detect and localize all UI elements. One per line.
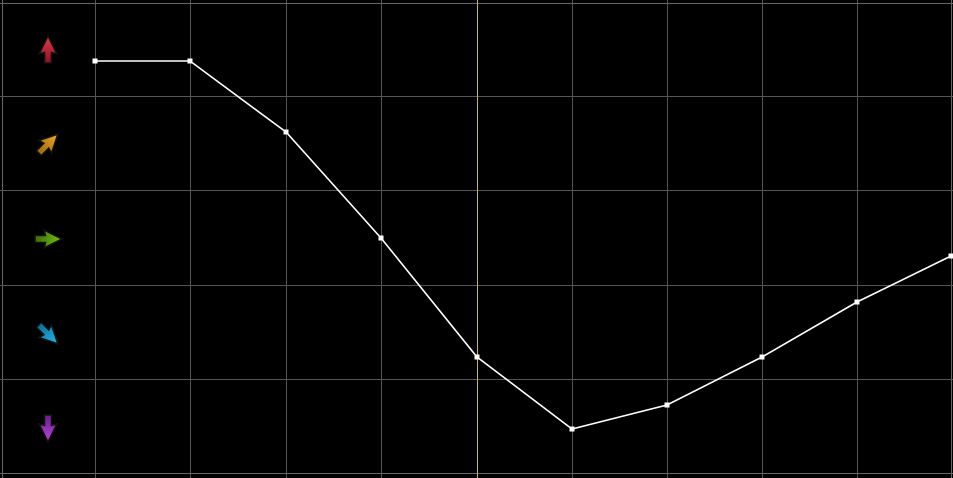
arrow-up-icon bbox=[36, 34, 59, 64]
icon-cell-3[interactable] bbox=[0, 287, 95, 382]
arrow-up-icon-glyph bbox=[36, 34, 59, 64]
icon-cell-1[interactable] bbox=[0, 97, 95, 192]
arrow-down-right-icon-glyph bbox=[34, 321, 59, 346]
series-polyline bbox=[95, 60, 952, 430]
arrow-down-right-icon bbox=[34, 321, 59, 346]
data-point-marker[interactable] bbox=[948, 253, 953, 259]
data-point-marker[interactable] bbox=[664, 402, 670, 408]
data-point-marker[interactable] bbox=[854, 299, 860, 305]
arrow-up-right-icon-glyph bbox=[34, 132, 59, 157]
arrow-down-icon bbox=[36, 414, 59, 444]
data-point-marker[interactable] bbox=[187, 58, 193, 64]
grid-horizontal-lines bbox=[0, 3, 953, 474]
data-point-marker[interactable] bbox=[92, 58, 98, 64]
arrow-down-icon-glyph bbox=[36, 414, 59, 444]
icon-cell-4[interactable] bbox=[0, 381, 95, 476]
arrow-up-right-icon bbox=[34, 132, 59, 157]
icon-cell-2[interactable] bbox=[0, 192, 95, 287]
direction-icon-column bbox=[0, 0, 95, 478]
data-point-marker[interactable] bbox=[378, 235, 384, 241]
data-point-marker[interactable] bbox=[759, 354, 765, 360]
data-point-marker[interactable] bbox=[474, 354, 480, 360]
arrow-right-icon-glyph bbox=[33, 228, 64, 250]
data-point-marker[interactable] bbox=[283, 129, 289, 135]
data-point-marker[interactable] bbox=[569, 426, 575, 432]
marker-group bbox=[92, 58, 953, 432]
arrow-right-icon bbox=[33, 228, 64, 250]
icon-cell-0[interactable] bbox=[0, 3, 95, 98]
